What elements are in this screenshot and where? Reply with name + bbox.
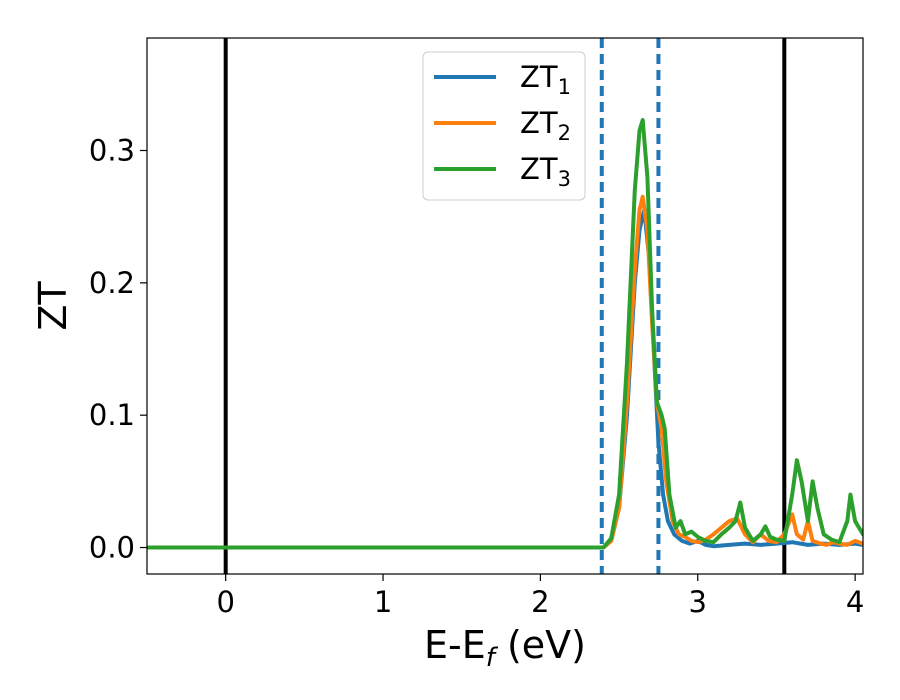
y-tick-label: 0.1 (89, 398, 135, 432)
x-tick-label: 0 (216, 585, 234, 619)
y-tick-label: 0.2 (89, 266, 135, 300)
x-axis-title: E-Ef (eV) (424, 623, 586, 673)
series-line-zt3 (147, 118, 863, 550)
x-axis-title-unit: (eV) (495, 623, 586, 667)
y-axis: 0.0 0.1 0.2 0.3 (89, 133, 147, 565)
y-tick-label: 0.3 (89, 133, 135, 167)
reference-lines (223, 38, 787, 574)
legend-box (422, 51, 586, 201)
y-axis-title: ZT (31, 281, 75, 331)
x-tick-label: 3 (689, 585, 707, 619)
series-line-zt2 (147, 194, 863, 550)
legend-label-zt1: ZT1 (520, 60, 571, 99)
legend-label-zt2: ZT2 (520, 106, 571, 145)
x-axis: 0 1 2 3 4 (216, 574, 864, 619)
legend-label-zt3: ZT3 (520, 152, 571, 191)
series-lines (147, 118, 863, 550)
plot-frame (146, 37, 864, 575)
x-tick-label: 1 (374, 585, 392, 619)
x-tick-label: 2 (531, 585, 549, 619)
y-tick-label: 0.0 (89, 531, 135, 565)
x-tick-label: 4 (846, 585, 864, 619)
x-axis-title-main: E-E (424, 623, 486, 667)
legend: ZT1 ZT2 ZT3 (422, 51, 586, 201)
